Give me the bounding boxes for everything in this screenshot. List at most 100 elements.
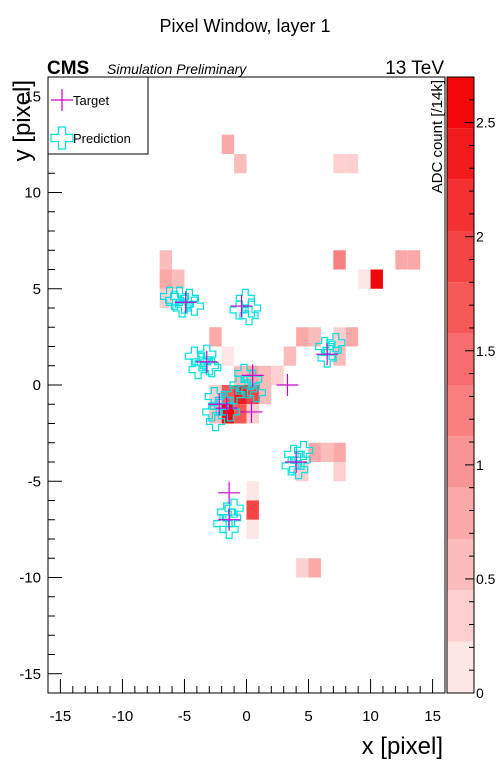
x-tick-label: -15 — [50, 708, 72, 725]
heatmap-cell — [234, 404, 247, 424]
target-icon — [51, 89, 73, 111]
legend-target-label: Target — [73, 93, 110, 108]
heatmap-cell — [159, 269, 173, 289]
y-tick-label: 10 — [24, 185, 41, 202]
heatmap-cell — [246, 481, 259, 501]
x-tick-label: 10 — [362, 708, 379, 725]
prediction-markers — [160, 286, 346, 540]
x-tick-label: -10 — [112, 708, 134, 725]
prediction-marker — [205, 412, 226, 432]
heatmap-cell — [221, 134, 235, 154]
y-tick-label: -5 — [28, 473, 41, 490]
target-marker — [316, 343, 339, 366]
legend-target-marker — [51, 89, 73, 111]
y-tick-label: 15 — [24, 88, 41, 105]
colorbar-label: ADC count [/14k] — [429, 80, 446, 193]
colorbar — [446, 76, 475, 694]
target-marker — [241, 364, 264, 387]
prediction-marker — [174, 294, 195, 314]
prediction-icon — [50, 126, 74, 150]
prediction-marker — [172, 298, 192, 318]
heatmap-cell — [308, 327, 321, 347]
heatmap-cell — [333, 154, 346, 174]
heatmap-cell — [320, 442, 334, 462]
heatmap-cell — [333, 327, 346, 347]
status-label: Simulation Preliminary — [107, 61, 247, 77]
prediction-marker — [188, 360, 208, 380]
heatmap-cell — [234, 154, 247, 174]
target-marker — [240, 400, 263, 423]
heatmap-cell — [246, 519, 259, 539]
heatmap-cell — [283, 346, 297, 366]
heatmap-cell — [358, 269, 371, 289]
colorbar-band — [447, 333, 474, 385]
colorbar-band — [447, 282, 474, 334]
prediction-marker — [169, 286, 190, 306]
heatmap-cell — [333, 442, 346, 462]
target-marker — [276, 374, 299, 396]
heatmap-cell — [209, 327, 222, 347]
heatmap-cell — [246, 404, 259, 424]
prediction-marker — [294, 440, 314, 461]
prediction-marker — [239, 306, 259, 326]
prediction-marker — [197, 344, 217, 364]
prediction-marker — [289, 460, 309, 480]
x-tick-label: -5 — [178, 708, 191, 725]
colorbar-band — [447, 179, 474, 231]
prediction-marker — [179, 288, 199, 308]
target-marker — [285, 451, 308, 473]
legend-box — [47, 76, 149, 155]
colorbar-band — [447, 385, 474, 437]
prediction-marker — [224, 498, 244, 518]
colorbar-tick-label: 0.5 — [476, 571, 496, 587]
y-tick-label: -15 — [19, 666, 41, 683]
prediction-marker — [204, 387, 224, 407]
prediction-marker — [238, 379, 258, 399]
prediction-marker — [326, 333, 346, 353]
heatmap-cell — [333, 462, 346, 482]
legend-prediction-label: Prediction — [73, 131, 131, 146]
prediction-marker — [224, 385, 244, 405]
heatmap-cell — [159, 250, 173, 270]
colorbar-tick-label: 1 — [476, 457, 484, 473]
experiment-label: CMS — [47, 58, 89, 79]
heatmap-cell — [370, 269, 383, 289]
heatmap-cell — [246, 500, 259, 520]
legend: Target Prediction — [47, 76, 149, 155]
target-marker — [215, 397, 238, 420]
prediction-marker — [199, 356, 219, 376]
prediction-marker — [219, 519, 239, 540]
colorbar-band — [447, 487, 474, 539]
x-axis-label: x [pixel] — [362, 733, 443, 760]
chart-title: Pixel Window, layer 1 — [159, 16, 330, 36]
target-markers — [174, 291, 339, 531]
target-marker — [230, 295, 253, 318]
colorbar-band — [447, 590, 474, 642]
prediction-marker — [202, 402, 222, 422]
heatmap-cell — [395, 250, 408, 270]
y-tick-label: -10 — [19, 570, 41, 587]
colorbar-frame — [446, 76, 475, 694]
target-marker — [174, 291, 197, 314]
colorbar-band — [447, 77, 474, 129]
heatmap-cell — [308, 558, 321, 578]
heatmap-cell — [296, 558, 309, 578]
x-tick-label: 0 — [242, 708, 250, 725]
prediction-marker — [322, 340, 342, 360]
heatmap-cell — [333, 250, 346, 270]
x-axis: -15 -10 -5 0 5 10 15 — [47, 679, 446, 725]
y-tick-label: 0 — [33, 377, 41, 394]
prediction-marker — [202, 358, 222, 378]
prediction-marker — [243, 369, 263, 389]
prediction-marker — [164, 290, 185, 310]
colorbar-axis: 0 0.5 1 1.5 2 2.5 — [465, 76, 496, 701]
colorbar-band — [447, 231, 474, 283]
heatmap-cell — [407, 250, 421, 270]
heatmap-cell — [221, 346, 235, 366]
prediction-marker — [281, 456, 301, 476]
colorbar-tick-label: 1.5 — [476, 343, 496, 359]
colorbar-band — [447, 641, 474, 693]
x-tick-label: 5 — [304, 708, 312, 725]
target-marker — [218, 481, 241, 504]
